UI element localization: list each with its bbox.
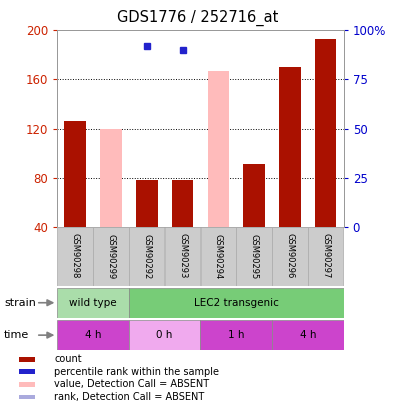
Bar (129, 227, 164, 286)
Bar (64, 121, 86, 227)
Text: GSM90299: GSM90299 (107, 234, 115, 279)
Text: 4 h: 4 h (299, 330, 316, 340)
Text: GSM90296: GSM90296 (286, 233, 294, 279)
Text: wild type: wild type (69, 298, 117, 308)
Text: GSM90292: GSM90292 (142, 234, 151, 279)
Text: GSM90293: GSM90293 (178, 233, 187, 279)
Text: percentile rank within the sample: percentile rank within the sample (54, 367, 219, 377)
Bar (279, 67, 301, 227)
Text: GDS1776 / 252716_at: GDS1776 / 252716_at (117, 10, 278, 26)
Bar (165, 227, 200, 286)
Bar (93, 227, 129, 286)
Bar (129, 288, 344, 318)
Text: time: time (4, 330, 29, 340)
Bar (272, 227, 308, 286)
Text: count: count (54, 354, 82, 364)
Bar (57, 227, 93, 286)
Text: LEC2 transgenic: LEC2 transgenic (194, 298, 279, 308)
Bar (19, 382, 35, 387)
Bar (308, 227, 344, 286)
Text: strain: strain (4, 298, 36, 308)
Text: value, Detection Call = ABSENT: value, Detection Call = ABSENT (54, 379, 209, 390)
Bar (19, 357, 35, 362)
Text: 4 h: 4 h (85, 330, 102, 340)
Text: rank, Detection Call = ABSENT: rank, Detection Call = ABSENT (54, 392, 205, 402)
Bar (243, 164, 265, 227)
Bar (201, 227, 236, 286)
Bar (172, 180, 193, 227)
Bar (237, 227, 272, 286)
Bar (129, 320, 201, 350)
Bar (100, 129, 122, 227)
Bar (136, 180, 158, 227)
Bar (272, 320, 344, 350)
Text: GSM90298: GSM90298 (71, 233, 80, 279)
Text: GSM90295: GSM90295 (250, 234, 259, 279)
Bar (315, 39, 337, 227)
Text: 0 h: 0 h (156, 330, 173, 340)
Bar (19, 395, 35, 399)
Bar (57, 288, 129, 318)
Bar (57, 320, 129, 350)
Text: GSM90294: GSM90294 (214, 234, 223, 279)
Bar (208, 71, 229, 227)
Bar (201, 320, 272, 350)
Text: 1 h: 1 h (228, 330, 245, 340)
Text: GSM90297: GSM90297 (321, 233, 330, 279)
Bar (19, 369, 35, 374)
